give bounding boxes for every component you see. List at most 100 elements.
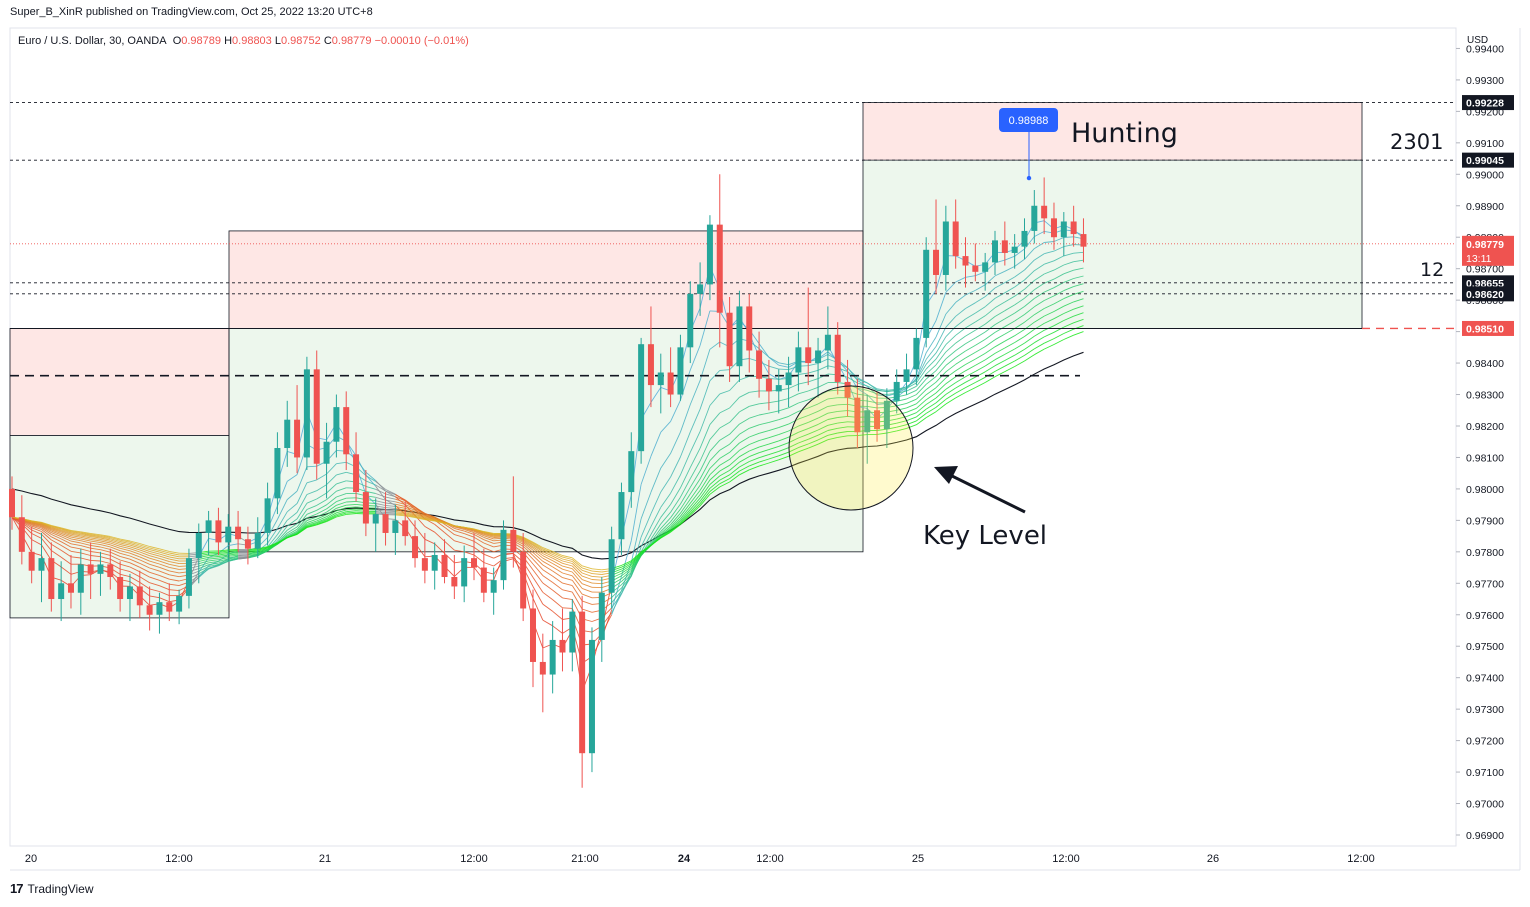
ema-segment [208,564,219,569]
ema-segment [1063,286,1074,292]
ema-segment [719,390,730,395]
ema-segment [532,547,544,557]
ema-segment [1053,313,1065,320]
ema-segment [798,433,809,439]
ema-segment [1044,331,1055,338]
ema-segment [169,556,180,560]
ema-segment [975,323,986,331]
ema-segment [699,405,711,432]
ema-segment [159,560,170,565]
ema-segment [522,548,534,560]
ema-segment [778,362,789,366]
ema-segment [572,559,583,569]
ema-segment [414,516,426,520]
ema-segment [817,390,829,397]
ema-segment [965,365,976,372]
ema-segment [424,514,435,518]
ema-segment [1014,297,1025,306]
candle-body [1050,218,1057,238]
ema-segment [149,552,160,557]
ema-segment [326,474,337,485]
ema-segment [1063,322,1074,328]
ema-segment [218,560,229,565]
ema-segment [286,526,298,534]
callout-dot [1026,175,1032,181]
ema-segment [169,554,180,558]
ema-segment [296,494,308,513]
ema-segment [80,542,91,546]
candle-body [598,592,605,640]
ema-segment [1024,270,1035,281]
supply-zone [10,328,229,436]
ema-segment [955,318,966,327]
ema-segment [906,424,917,429]
candle-body [952,221,959,257]
ema-segment [139,559,150,565]
ema-segment [129,550,140,555]
ema-segment [129,546,140,551]
ema-segment [925,411,937,418]
candle-body [205,520,212,533]
ema-segment [129,555,140,561]
ema-segment [975,353,986,360]
ema-segment [267,542,278,548]
ema-segment [149,563,160,568]
ema-segment [670,523,681,532]
ema-segment [198,558,209,562]
ema-segment [60,529,72,534]
ema-segment [719,407,730,414]
ema-segment [1044,250,1055,255]
ema-segment [414,526,426,540]
y-tick-label: 0.99400 [1466,43,1504,55]
ema-segment [1024,342,1035,350]
ema-segment [689,345,701,371]
ema-segment [581,608,593,613]
ema-segment [198,567,209,575]
annotation-12: 12 [1420,259,1444,281]
ema-segment [729,450,740,460]
ema-segment [483,535,494,540]
ema-segment [945,370,956,379]
ema-segment [306,509,317,515]
ema-segment [808,386,819,392]
ema-segment [375,500,386,504]
ema-segment [70,529,81,533]
candle-body [333,407,340,442]
ema-segment [1034,348,1045,356]
currency-label: USD [1467,35,1489,46]
ema-segment [405,512,416,516]
candle-body [520,551,527,609]
ema-segment [296,527,308,535]
ema-segment [120,542,131,546]
ema-segment [149,582,160,587]
ema-segment [768,427,779,432]
ema-segment [375,509,386,512]
candle-body [992,240,998,263]
x-tick-label: 25 [912,853,924,865]
ema-segment [139,576,150,584]
ema-segment [857,388,868,396]
ema-segment [680,493,691,510]
ema-segment [1044,344,1055,350]
ema-segment [699,380,711,410]
ema-segment [749,452,760,458]
candle-body [942,221,949,275]
ema-segment [571,580,583,595]
ema-segment [70,550,81,554]
ema-segment [994,360,1006,367]
x-tick-label: 12:00 [165,853,193,865]
ema-segment [945,357,956,366]
candle-body [58,583,65,600]
ema-segment [699,424,711,449]
footer-brand[interactable]: 17 TradingView [10,881,94,896]
ema-segment [385,490,396,496]
ema-segment [719,470,730,477]
ema-segment [621,569,632,579]
y-tick-label: 0.97500 [1466,641,1504,653]
ema-segment [385,502,396,505]
ema-segment [808,434,819,440]
ema-segment [542,560,553,568]
ema-segment [316,504,327,511]
ema-segment [896,420,907,424]
